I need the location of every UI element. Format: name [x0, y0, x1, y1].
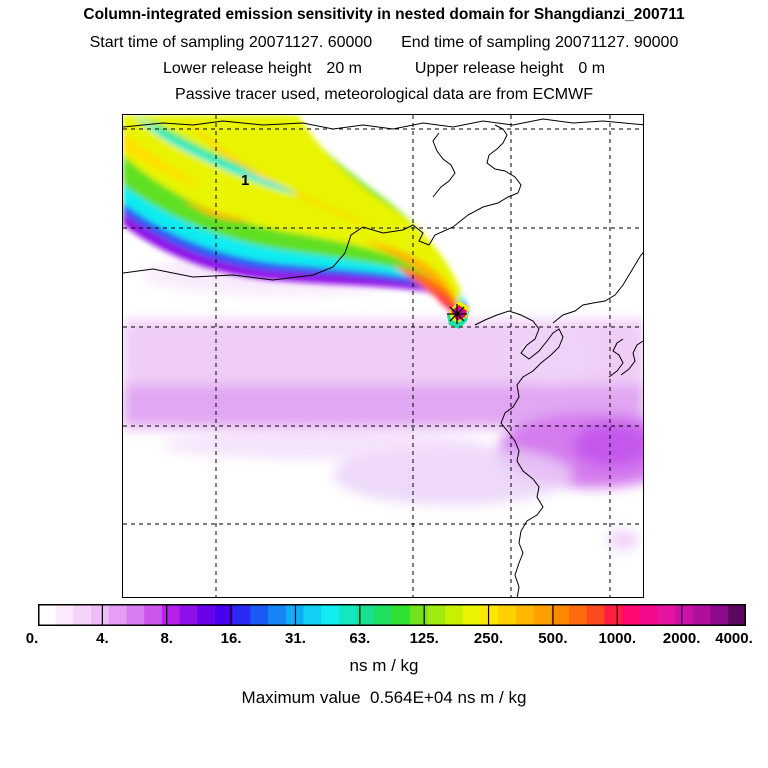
receptor-star-icon	[447, 304, 467, 324]
colorbar-swatch	[586, 604, 605, 626]
colorbar-tick-label: 500.	[538, 630, 568, 647]
colorbar-swatch	[728, 604, 746, 626]
colorbar-swatch	[38, 604, 57, 626]
colorbar-swatch	[55, 604, 74, 626]
colorbar-swatch	[462, 604, 481, 626]
colorbar-swatch	[533, 604, 552, 626]
colorbar-swatch	[480, 604, 499, 626]
colorbar-swatch	[498, 604, 517, 626]
colorbar-swatch	[604, 604, 623, 626]
colorbar-swatch	[515, 604, 534, 626]
colorbar-swatch	[232, 604, 251, 626]
end-time-value: 20071127. 90000	[554, 34, 679, 51]
colorbar-swatch	[374, 604, 393, 626]
colorbar-swatch	[91, 604, 110, 626]
colorbar-swatch	[197, 604, 216, 626]
colorbar-tick-label: 125.	[409, 630, 439, 647]
plot-title: Column-integrated emission sensitivity i…	[83, 6, 685, 23]
colorbar-swatch	[144, 604, 163, 626]
background-sensitivity-field	[123, 255, 643, 550]
upper-height-value: 0 m	[578, 60, 606, 77]
start-time-label: Start time of sampling	[89, 34, 245, 51]
colorbar-swatch	[692, 604, 711, 626]
colorbar-tick-label: 31.	[285, 630, 306, 647]
colorbar-swatch	[285, 604, 304, 626]
map-canvas: 1	[123, 115, 643, 597]
colorbar-unit: ns m / kg	[349, 656, 419, 675]
colorbar-tick-label: 63.	[349, 630, 371, 647]
colorbar-tick-label: 2000.	[662, 630, 701, 647]
colorbar-swatch	[179, 604, 198, 626]
colorbar	[38, 604, 746, 626]
colorbar-tick-label: 4.	[96, 630, 109, 647]
colorbar-swatch	[551, 604, 570, 626]
start-time-value: 20071127. 60000	[248, 34, 373, 51]
colorbar-swatch	[427, 604, 446, 626]
colorbar-swatch	[215, 604, 234, 626]
colorbar-tick-label: 8.	[160, 630, 173, 647]
colorbar-swatch	[675, 604, 694, 626]
colorbar-swatch	[303, 604, 322, 626]
tracer-note: Passive tracer used, meteorological data…	[175, 86, 593, 103]
colorbar-tick-label: 16.	[220, 630, 242, 647]
colorbar-swatch	[356, 604, 375, 626]
lower-height-label: Lower release height	[162, 60, 312, 77]
end-time-label: End time of sampling	[401, 34, 551, 51]
colorbar-tick-label: 250.	[473, 630, 504, 647]
colorbar-swatch	[108, 604, 127, 626]
colorbar-swatch	[392, 604, 411, 626]
colorbar-swatch	[445, 604, 464, 626]
colorbar-tick-label: 4000.	[715, 630, 753, 647]
colorbar-tick-label: 0.	[25, 630, 39, 647]
upper-height-label: Upper release height	[414, 60, 564, 77]
maximum-value-label: Maximum value	[241, 688, 361, 707]
coastlines	[123, 118, 643, 597]
colorbar-swatch	[657, 604, 676, 626]
colorbar-swatch	[338, 604, 357, 626]
grid-lines	[123, 115, 643, 597]
colorbar-tick-label: 1000.	[598, 630, 637, 647]
colorbar-swatch	[622, 604, 641, 626]
colorbar-swatch	[710, 604, 729, 626]
colorbar-swatch	[321, 604, 340, 626]
contour-label: 1	[241, 172, 249, 189]
colorbar-swatch	[161, 604, 180, 626]
colorbar-swatch	[268, 604, 287, 626]
colorbar-ticks: 0. 4. 8. 16. 31. 63. 125. 250. 500. 1000. 2000. 400…	[0, 630, 768, 650]
colorbar-swatch	[250, 604, 269, 626]
maximum-value: Maximum value 0.564E+04 ns m / kg	[0, 688, 768, 708]
colorbar-swatch	[409, 604, 428, 626]
colorbar-swatch	[126, 604, 145, 626]
tracer-plume	[123, 115, 468, 321]
colorbar-swatch	[639, 604, 658, 626]
sensitivity-map: 1	[122, 114, 644, 598]
colorbar-swatch	[569, 604, 588, 626]
sampling-times: Start time of sampling 20071127. 60000 E…	[0, 34, 768, 52]
lower-height-value: 20 m	[326, 60, 362, 77]
colorbar-swatch	[73, 604, 92, 626]
maximum-value-number: 0.564E+04 ns m / kg	[370, 688, 527, 707]
release-heights: Lower release height 20 m Upper release …	[0, 60, 768, 78]
